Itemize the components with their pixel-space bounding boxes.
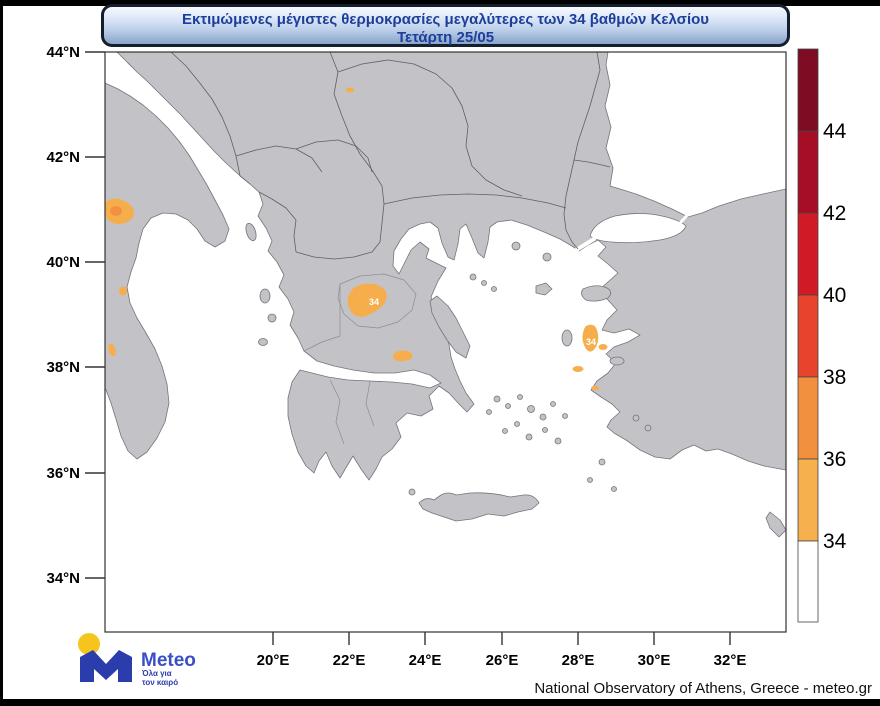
meteo-logo: Meteo Όλα για τον καιρό [78, 633, 196, 687]
border-greece-nmacedonia [295, 241, 381, 260]
logo-tagline-1: Όλα για [141, 669, 172, 678]
strait-bosphorus [679, 208, 694, 224]
sea-marmara [589, 213, 687, 244]
footer-credit: National Observatory of Athens, Greece -… [534, 680, 872, 697]
colorbar-segment-40-42 [797, 212, 819, 296]
border-greece-turkey [563, 159, 579, 250]
patch-calabria-south [108, 343, 116, 357]
lat-label-38n: 38°N [46, 359, 80, 376]
colorbar-segment-42-44 [797, 130, 819, 214]
colorbar-label-40: 40 [823, 284, 846, 307]
land-italy [105, 82, 230, 460]
region-line-peloponnese-2 [365, 380, 375, 427]
colorbar-label-42: 42 [823, 202, 846, 225]
islands [245, 222, 786, 538]
title-line-1: Εκτιμώμενες μέγιστες θερμοκρασίες μεγαλύ… [182, 11, 709, 28]
lat-label-36n: 36°N [46, 465, 80, 482]
colorbar-segment-38-40 [797, 294, 819, 378]
lon-label-22e: 22°E [333, 652, 366, 669]
strait-dardanelles [571, 237, 596, 254]
lon-label-28e: 28°E [562, 652, 595, 669]
logo-m-icon [80, 650, 132, 682]
lon-axis: 20°E 22°E 24°E 26°E 28°E 30°E 32°E [257, 632, 747, 669]
patch-boeotia [392, 350, 413, 362]
colorbar-segment-34-36 [797, 458, 819, 542]
lat-label-44n: 44°N [46, 44, 80, 61]
left-black-bar [0, 0, 3, 706]
colorbar-label-38: 38 [823, 366, 846, 389]
colorbar-segment-above-44 [797, 48, 819, 132]
map-canvas: 34 34 [105, 52, 786, 632]
colorbar-label-44: 44 [823, 120, 847, 143]
border-bosnia-serbia [235, 145, 323, 173]
border-greece-bulgaria [383, 193, 567, 209]
lon-label-30e: 30°E [638, 652, 671, 669]
logo-sun-icon [78, 633, 100, 655]
lat-label-40n: 40°N [46, 254, 80, 271]
border-croatia-bosnia [170, 52, 251, 185]
lat-label-42n: 42°N [46, 149, 80, 166]
patch-value-thessaly: 34 [369, 297, 379, 307]
bottom-black-bar [0, 699, 880, 706]
title-banner: Εκτιμώμενες μέγιστες θερμοκρασίες μεγαλύ… [101, 4, 790, 47]
top-black-bar [0, 0, 880, 6]
colorbar-label-34: 34 [823, 530, 847, 553]
patch-serbia-spot [346, 87, 354, 93]
temperature-patches: 34 34 [105, 87, 608, 391]
border-montenegro-kosovo [295, 139, 373, 173]
border-bulgaria-turkey [573, 52, 601, 161]
lon-label-26e: 26°E [486, 652, 519, 669]
patch-apulia-core [110, 206, 122, 216]
patch-izmir [582, 324, 599, 352]
lon-label-24e: 24°E [409, 652, 442, 669]
patch-izmir-east [598, 344, 608, 350]
border-albania-east [258, 191, 297, 253]
patch-sw-turkey [572, 366, 584, 372]
patch-value-izmir: 34 [586, 337, 596, 347]
logo-tagline-2: τον καιρό [142, 678, 178, 687]
colorbar: 44 42 40 38 36 34 [797, 48, 847, 623]
region-line-peloponnese-1 [329, 379, 345, 445]
border-serbia-bulgaria [329, 52, 385, 243]
lat-axis: 44°N 42°N 40°N 38°N 36°N 34°N [46, 44, 105, 587]
lon-label-32e: 32°E [714, 652, 747, 669]
colorbar-segment-36-38 [797, 376, 819, 460]
region-line-thessaly [337, 273, 417, 329]
plot-frame [104, 51, 787, 633]
lat-label-34n: 34°N [46, 570, 80, 587]
logo-wordmark: Meteo [141, 650, 196, 671]
patch-thessaly [347, 283, 387, 317]
title-line-2: Τετάρτη 25/05 [396, 29, 495, 46]
lon-label-20e: 20°E [257, 652, 290, 669]
land-balkans-anatolia [116, 52, 786, 481]
border-bulgaria-north [337, 59, 523, 197]
patch-menderes [591, 385, 599, 391]
region-line-epirus [303, 284, 341, 352]
colorbar-segment-below-34 [797, 540, 819, 623]
patch-calabria-north [119, 286, 127, 296]
border-turkey-blacksea-junction [573, 159, 611, 168]
colorbar-label-36: 36 [823, 448, 846, 471]
